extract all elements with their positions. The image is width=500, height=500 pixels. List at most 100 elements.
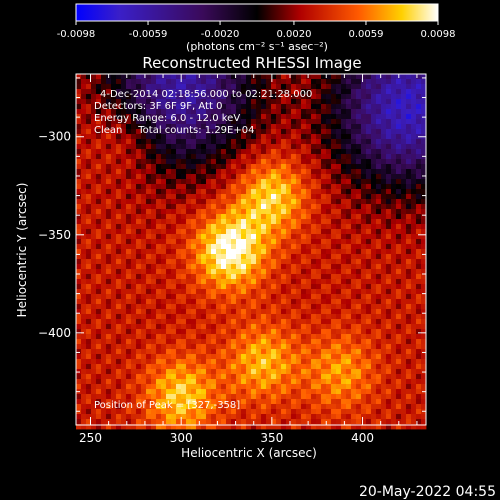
heatmap-cell <box>361 179 367 185</box>
heatmap-cell <box>301 134 307 140</box>
heatmap-cell <box>126 214 132 220</box>
heatmap-cell <box>101 384 107 390</box>
heatmap-cell <box>96 329 102 335</box>
heatmap-cell <box>411 199 417 205</box>
heatmap-cell <box>326 374 332 380</box>
heatmap-cell <box>156 294 162 300</box>
heatmap-cell <box>226 174 232 180</box>
heatmap-cell <box>196 284 202 290</box>
heatmap-cell <box>181 199 187 205</box>
heatmap-cell <box>236 309 242 315</box>
heatmap-cell <box>126 184 132 190</box>
heatmap-cell <box>381 184 387 190</box>
heatmap-cell <box>366 119 372 125</box>
heatmap-cell <box>171 419 177 425</box>
heatmap-cell <box>136 369 142 375</box>
heatmap-cell <box>366 364 372 370</box>
heatmap-cell <box>321 354 327 360</box>
heatmap-cell <box>326 399 332 405</box>
heatmap-cell <box>131 299 137 305</box>
heatmap-cell <box>306 94 312 100</box>
heatmap-cell <box>246 254 252 260</box>
heatmap-cell <box>261 229 267 235</box>
heatmap-cell <box>361 159 367 165</box>
heatmap-cell <box>111 109 117 115</box>
heatmap-cell <box>421 144 427 150</box>
heatmap-cell <box>351 94 357 100</box>
heatmap-cell <box>321 119 327 125</box>
heatmap-cell <box>331 279 337 285</box>
heatmap-cell <box>296 389 302 395</box>
heatmap-cell <box>406 319 412 325</box>
heatmap-cell <box>146 159 152 165</box>
heatmap-cell <box>411 74 417 80</box>
heatmap-cell <box>81 184 87 190</box>
heatmap-cell <box>181 294 187 300</box>
heatmap-cell <box>416 84 422 90</box>
heatmap-cell <box>166 389 172 395</box>
heatmap-cell <box>386 244 392 250</box>
heatmap-cell <box>176 219 182 225</box>
heatmap-cell <box>121 249 127 255</box>
heatmap-cell <box>86 229 92 235</box>
heatmap-cell <box>231 154 237 160</box>
heatmap-cell <box>211 124 217 130</box>
heatmap-cell <box>421 79 427 85</box>
heatmap-cell <box>251 159 257 165</box>
heatmap-cell <box>176 289 182 295</box>
heatmap-cell <box>201 259 207 265</box>
heatmap-cell <box>126 179 132 185</box>
heatmap-cell <box>196 84 202 90</box>
heatmap-cell <box>146 389 152 395</box>
heatmap-cell <box>276 399 282 405</box>
heatmap-cell <box>281 384 287 390</box>
heatmap-cell <box>356 414 362 420</box>
heatmap-cell <box>166 399 172 405</box>
heatmap-cell <box>366 269 372 275</box>
heatmap-cell <box>421 149 427 155</box>
heatmap-cell <box>81 179 87 185</box>
heatmap-cell <box>351 349 357 355</box>
heatmap-cell <box>361 399 367 405</box>
heatmap-cell <box>86 114 92 120</box>
heatmap-cell <box>256 184 262 190</box>
heatmap-cell <box>196 144 202 150</box>
heatmap-cell <box>311 144 317 150</box>
heatmap-cell <box>416 144 422 150</box>
heatmap-cell <box>421 199 427 205</box>
heatmap-cell <box>116 269 122 275</box>
heatmap-cell <box>186 224 192 230</box>
heatmap-cell <box>416 114 422 120</box>
heatmap-cell <box>101 104 107 110</box>
heatmap-cell <box>161 379 167 385</box>
heatmap-cell <box>356 244 362 250</box>
heatmap-cell <box>351 354 357 360</box>
heatmap-cell <box>241 389 247 395</box>
heatmap-cell <box>421 354 427 360</box>
heatmap-cell <box>126 264 132 270</box>
heatmap-cell <box>126 329 132 335</box>
heatmap-cell <box>361 124 367 130</box>
heatmap-cell <box>326 84 332 90</box>
heatmap-cell <box>116 144 122 150</box>
heatmap-cell <box>101 319 107 325</box>
heatmap-cell <box>136 234 142 240</box>
heatmap-cell <box>326 329 332 335</box>
heatmap-cell <box>306 149 312 155</box>
heatmap-cell <box>226 79 232 85</box>
heatmap-cell <box>376 149 382 155</box>
heatmap-cell <box>256 124 262 130</box>
heatmap-cell <box>171 284 177 290</box>
heatmap-cell <box>206 174 212 180</box>
heatmap-cell <box>316 349 322 355</box>
heatmap-cell <box>281 314 287 320</box>
heatmap-cell <box>231 159 237 165</box>
heatmap-cell <box>106 274 112 280</box>
heatmap-cell <box>171 379 177 385</box>
heatmap-cell <box>326 184 332 190</box>
heatmap-cell <box>356 289 362 295</box>
heatmap-cell <box>376 254 382 260</box>
heatmap-cell <box>101 339 107 345</box>
heatmap-cell <box>276 234 282 240</box>
heatmap-cell <box>406 289 412 295</box>
